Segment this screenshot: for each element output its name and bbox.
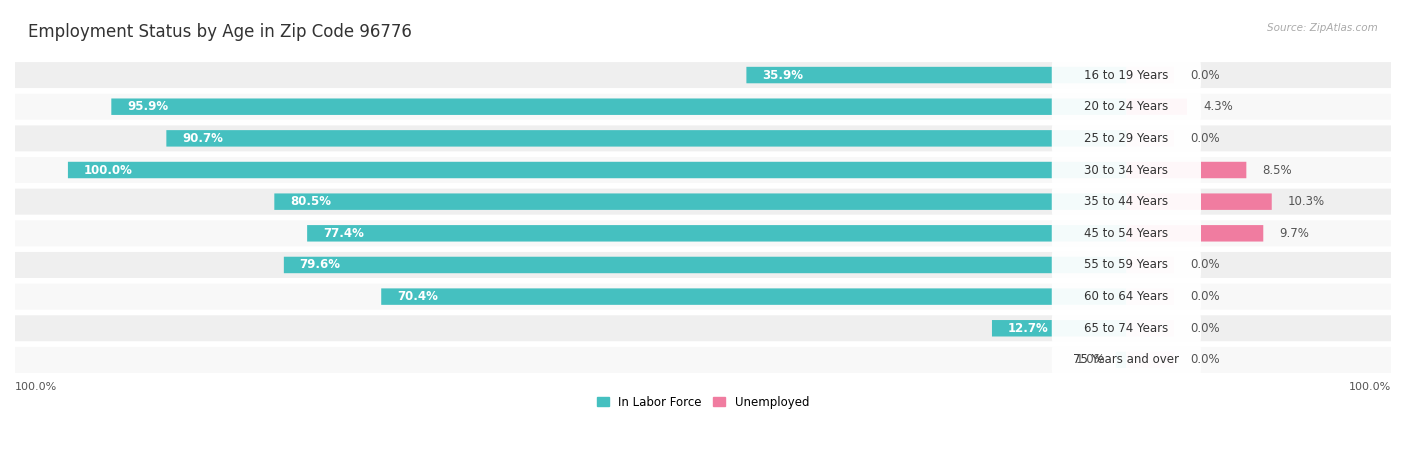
Text: 65 to 74 Years: 65 to 74 Years bbox=[1084, 322, 1168, 335]
FancyBboxPatch shape bbox=[1126, 352, 1174, 368]
Text: 90.7%: 90.7% bbox=[183, 132, 224, 145]
Text: 0.0%: 0.0% bbox=[1189, 290, 1219, 303]
Text: 77.4%: 77.4% bbox=[323, 227, 364, 240]
FancyBboxPatch shape bbox=[15, 94, 1391, 120]
FancyBboxPatch shape bbox=[15, 347, 1391, 373]
Text: 100.0%: 100.0% bbox=[15, 382, 58, 392]
FancyBboxPatch shape bbox=[15, 284, 1391, 309]
FancyBboxPatch shape bbox=[1052, 121, 1201, 155]
FancyBboxPatch shape bbox=[1126, 320, 1174, 336]
FancyBboxPatch shape bbox=[111, 98, 1126, 115]
FancyBboxPatch shape bbox=[1126, 98, 1187, 115]
FancyBboxPatch shape bbox=[274, 193, 1126, 210]
FancyBboxPatch shape bbox=[1052, 153, 1201, 187]
Text: 0.0%: 0.0% bbox=[1189, 132, 1219, 145]
FancyBboxPatch shape bbox=[1126, 130, 1174, 147]
Text: 100.0%: 100.0% bbox=[1348, 382, 1391, 392]
FancyBboxPatch shape bbox=[993, 320, 1126, 336]
Text: Source: ZipAtlas.com: Source: ZipAtlas.com bbox=[1267, 23, 1378, 32]
FancyBboxPatch shape bbox=[15, 125, 1391, 152]
Text: 35.9%: 35.9% bbox=[762, 69, 803, 82]
Text: 95.9%: 95.9% bbox=[127, 100, 169, 113]
Text: 1.0%: 1.0% bbox=[1076, 354, 1105, 366]
FancyBboxPatch shape bbox=[307, 225, 1126, 242]
Legend: In Labor Force, Unemployed: In Labor Force, Unemployed bbox=[592, 391, 814, 413]
Text: 9.7%: 9.7% bbox=[1279, 227, 1309, 240]
Text: 16 to 19 Years: 16 to 19 Years bbox=[1084, 69, 1168, 82]
Text: 12.7%: 12.7% bbox=[1008, 322, 1049, 335]
FancyBboxPatch shape bbox=[166, 130, 1126, 147]
FancyBboxPatch shape bbox=[1126, 193, 1272, 210]
Text: 8.5%: 8.5% bbox=[1263, 164, 1292, 176]
Text: 10.3%: 10.3% bbox=[1288, 195, 1324, 208]
Text: 0.0%: 0.0% bbox=[1189, 322, 1219, 335]
FancyBboxPatch shape bbox=[15, 315, 1391, 341]
Text: Employment Status by Age in Zip Code 96776: Employment Status by Age in Zip Code 967… bbox=[28, 23, 412, 41]
Text: 25 to 29 Years: 25 to 29 Years bbox=[1084, 132, 1168, 145]
Text: 55 to 59 Years: 55 to 59 Years bbox=[1084, 258, 1168, 272]
Text: 80.5%: 80.5% bbox=[290, 195, 332, 208]
FancyBboxPatch shape bbox=[1126, 67, 1174, 83]
FancyBboxPatch shape bbox=[1052, 248, 1201, 282]
FancyBboxPatch shape bbox=[381, 288, 1126, 305]
Text: 0.0%: 0.0% bbox=[1189, 354, 1219, 366]
FancyBboxPatch shape bbox=[1052, 185, 1201, 219]
Text: 4.3%: 4.3% bbox=[1204, 100, 1233, 113]
FancyBboxPatch shape bbox=[15, 189, 1391, 215]
FancyBboxPatch shape bbox=[1126, 162, 1246, 178]
Text: 0.0%: 0.0% bbox=[1189, 258, 1219, 272]
FancyBboxPatch shape bbox=[1052, 343, 1201, 377]
FancyBboxPatch shape bbox=[1126, 225, 1263, 242]
FancyBboxPatch shape bbox=[1052, 311, 1201, 345]
FancyBboxPatch shape bbox=[1052, 90, 1201, 124]
FancyBboxPatch shape bbox=[67, 162, 1126, 178]
FancyBboxPatch shape bbox=[1052, 58, 1201, 92]
FancyBboxPatch shape bbox=[1116, 352, 1126, 368]
FancyBboxPatch shape bbox=[15, 252, 1391, 278]
Text: 70.4%: 70.4% bbox=[396, 290, 439, 303]
Text: 100.0%: 100.0% bbox=[84, 164, 132, 176]
Text: 0.0%: 0.0% bbox=[1189, 69, 1219, 82]
FancyBboxPatch shape bbox=[15, 221, 1391, 246]
Text: 30 to 34 Years: 30 to 34 Years bbox=[1084, 164, 1168, 176]
Text: 75 Years and over: 75 Years and over bbox=[1073, 354, 1180, 366]
FancyBboxPatch shape bbox=[747, 67, 1126, 83]
FancyBboxPatch shape bbox=[1126, 257, 1174, 273]
Text: 45 to 54 Years: 45 to 54 Years bbox=[1084, 227, 1168, 240]
FancyBboxPatch shape bbox=[1052, 280, 1201, 313]
Text: 60 to 64 Years: 60 to 64 Years bbox=[1084, 290, 1168, 303]
FancyBboxPatch shape bbox=[284, 257, 1126, 273]
Text: 35 to 44 Years: 35 to 44 Years bbox=[1084, 195, 1168, 208]
FancyBboxPatch shape bbox=[1052, 216, 1201, 250]
Text: 79.6%: 79.6% bbox=[299, 258, 340, 272]
FancyBboxPatch shape bbox=[15, 157, 1391, 183]
FancyBboxPatch shape bbox=[15, 62, 1391, 88]
FancyBboxPatch shape bbox=[1126, 288, 1174, 305]
Text: 20 to 24 Years: 20 to 24 Years bbox=[1084, 100, 1168, 113]
